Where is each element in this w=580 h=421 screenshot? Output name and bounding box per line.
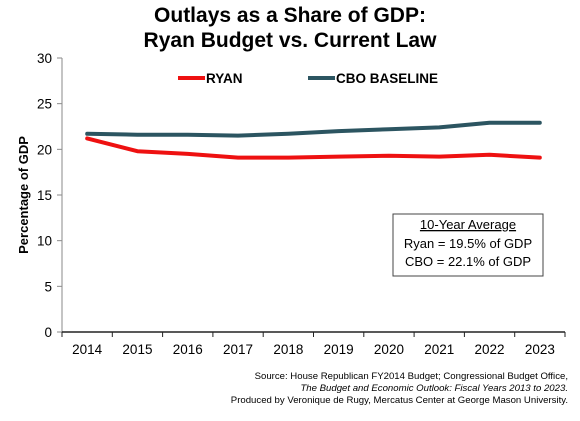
series-line-ryan xyxy=(85,136,542,160)
x-tick-label: 2016 xyxy=(173,342,203,357)
annotation-frame xyxy=(392,213,544,277)
chart-title-line-1: Outlays as a Share of GDP: xyxy=(154,4,426,27)
annotation-heading: 10-Year Average xyxy=(420,217,516,232)
x-tick-label: 2015 xyxy=(122,342,152,357)
series-line-cbo-baseline xyxy=(85,120,542,138)
legend-label-cbo-baseline: CBO BASELINE xyxy=(336,71,438,86)
y-tick-label: 0 xyxy=(44,325,52,340)
y-axis-label: Percentage of GDP xyxy=(16,136,31,254)
source-line-1: Source: House Republican FY2014 Budget; … xyxy=(255,371,568,382)
x-tick-label: 2022 xyxy=(475,342,505,357)
y-tick-label: 20 xyxy=(37,142,52,157)
legend: RYAN CBO BASELINE xyxy=(178,71,438,86)
annotation-cbo-average: CBO = 22.1% of GDP xyxy=(405,254,531,269)
annotation-ryan-average: Ryan = 19.5% of GDP xyxy=(404,236,532,251)
y-tick-label: 5 xyxy=(44,279,52,294)
x-tick-label: 2017 xyxy=(223,342,253,357)
x-tick-label: 2021 xyxy=(424,342,454,357)
y-tick-label: 15 xyxy=(37,188,52,203)
x-tick-label: 2023 xyxy=(525,342,555,357)
x-tick-label: 2018 xyxy=(273,342,303,357)
y-ticks: 0 5 10 15 20 25 30 xyxy=(37,51,62,340)
series-lines xyxy=(85,120,542,160)
y-tick-label: 25 xyxy=(37,97,52,112)
y-tick-label: 30 xyxy=(37,51,52,66)
y-tick-label: 10 xyxy=(37,234,52,249)
source-line-2: The Budget and Economic Outlook: Fiscal … xyxy=(300,383,568,394)
x-tick-label: 2014 xyxy=(72,342,103,357)
x-ticks: 2014 2015 2016 2017 2018 2019 2020 2021 2022 2023 xyxy=(61,332,566,357)
chart-title-line-2: Ryan Budget vs. Current Law xyxy=(144,29,438,52)
legend-label-ryan: RYAN xyxy=(206,71,243,86)
source-line-3: Produced by Veronique de Rugy, Mercatus … xyxy=(231,395,568,406)
x-tick-label: 2019 xyxy=(324,342,354,357)
x-tick-label: 2020 xyxy=(374,342,404,357)
average-annotation-box: 10-Year Average Ryan = 19.5% of GDP CBO … xyxy=(392,213,544,277)
